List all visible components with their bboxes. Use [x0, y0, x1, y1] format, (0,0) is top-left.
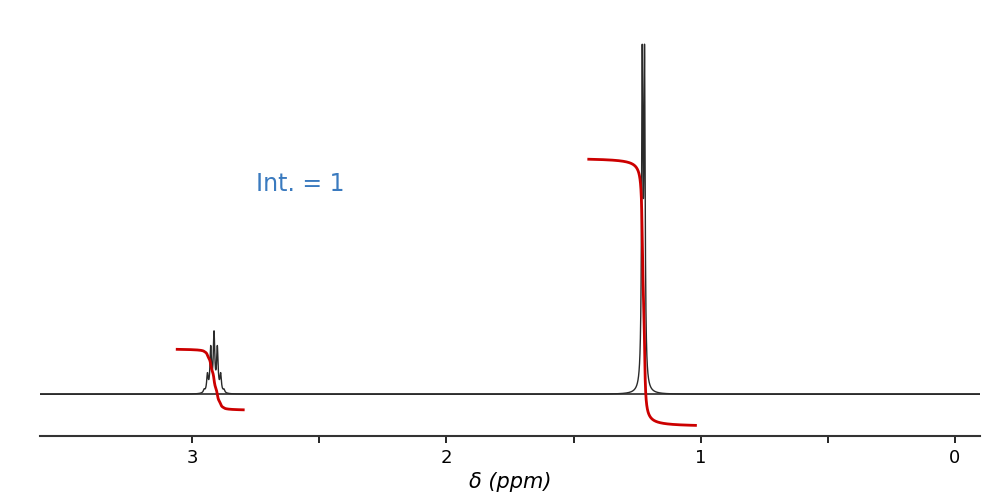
X-axis label: δ (ppm): δ (ppm) — [469, 471, 551, 491]
Text: Int. = 1: Int. = 1 — [256, 171, 345, 195]
